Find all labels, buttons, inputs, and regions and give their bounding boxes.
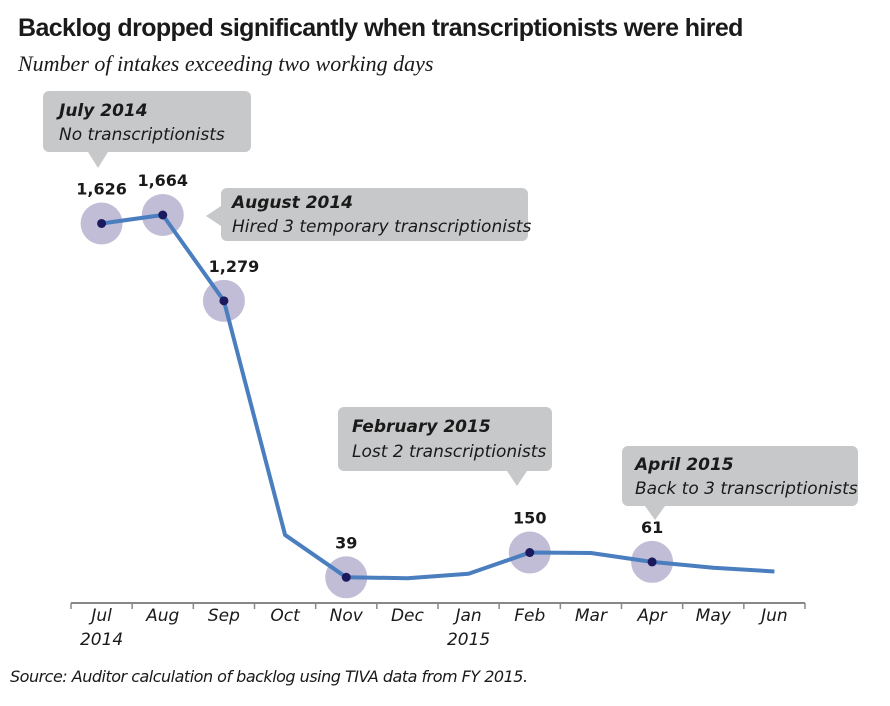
data-point-nov	[341, 572, 351, 582]
callout-heading: February 2015	[352, 417, 491, 437]
callout-heading: July 2014	[56, 101, 148, 121]
x-tick-label-sep: Sep	[208, 606, 240, 626]
x-tick-label-jun: Jun	[758, 606, 788, 626]
source-note: Source: Auditor calculation of backlog u…	[10, 667, 528, 686]
x-tick-sublabel-2014: 2014	[80, 630, 123, 650]
data-label-feb: 150	[513, 509, 546, 528]
highlight-layer	[80, 194, 674, 599]
x-axis: Jul 2014 Aug Sep Oct Nov Dec Jan 2015 Feb Mar Apr Ma…	[70, 602, 806, 650]
callout-august-2014: August 2014 Hired 3 temporary transcript…	[206, 188, 531, 241]
callout-box	[622, 446, 858, 506]
callout-july-2014: July 2014 No transcriptionists	[43, 91, 251, 168]
callout-box	[338, 407, 552, 471]
callout-heading: August 2014	[230, 193, 353, 213]
callout-pointer	[88, 152, 108, 168]
data-label-jul: 1,626	[76, 179, 127, 198]
data-point-jul	[97, 218, 107, 228]
x-tick-label-apr: Apr	[636, 606, 667, 626]
callout-pointer	[206, 206, 221, 226]
marker-layer	[97, 210, 657, 582]
data-point-feb	[525, 548, 535, 558]
series-line	[101, 213, 775, 581]
callout-text: Lost 2 transcriptionists	[352, 442, 546, 462]
data-label-aug: 1,664	[137, 171, 188, 190]
x-tick-sublabel-2015: 2015	[447, 630, 490, 650]
callout-april-2015: April 2015 Back to 3 transcriptionists	[622, 446, 858, 520]
data-point-aug	[158, 210, 168, 220]
x-tick-label-mar: Mar	[575, 606, 608, 626]
data-label-sep: 1,279	[209, 257, 260, 276]
callout-text: Back to 3 transcriptionists	[635, 479, 858, 499]
x-tick-label-jan: Jan	[452, 606, 481, 626]
data-label-nov: 39	[335, 533, 357, 552]
callout-pointer	[645, 506, 665, 520]
callout-box	[43, 91, 251, 152]
x-tick-label-feb: Feb	[514, 606, 545, 626]
data-point-apr	[647, 557, 657, 567]
x-tick-label-aug: Aug	[145, 606, 179, 626]
callout-text: No transcriptionists	[59, 125, 225, 145]
callout-february-2015: February 2015 Lost 2 transcriptionists	[338, 407, 552, 486]
callout-heading: April 2015	[633, 455, 734, 475]
x-tick-label-nov: Nov	[330, 606, 364, 626]
callout-pointer	[507, 471, 527, 486]
chart-subtitle: Number of intakes exceeding two working …	[17, 51, 433, 76]
x-tick-label-jul: Jul	[88, 606, 112, 626]
callout-text: Hired 3 temporary transcriptionists	[232, 217, 531, 237]
chart-title: Backlog dropped significantly when trans…	[18, 14, 743, 42]
data-label-layer: 1,626 1,664 1,279 39 150 61	[76, 171, 663, 552]
x-tick-label-may: May	[696, 606, 732, 626]
callout-box	[221, 188, 528, 241]
x-tick-label-oct: Oct	[270, 606, 301, 626]
x-tick-label-dec: Dec	[391, 606, 425, 626]
data-label-apr: 61	[641, 518, 663, 537]
data-point-sep	[219, 296, 229, 306]
